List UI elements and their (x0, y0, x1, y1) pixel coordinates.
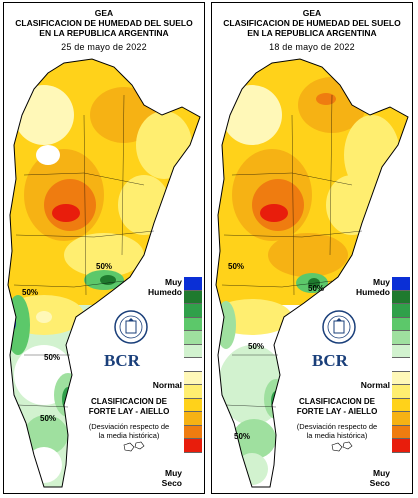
panel-date: 25 de mayo de 2022 (61, 42, 147, 52)
legend-swatch (184, 344, 202, 358)
legend-swatch (184, 304, 202, 318)
legend-swatch (392, 290, 410, 304)
legend-swatch (184, 425, 202, 439)
contour-label: 50% (40, 414, 56, 423)
legend-swatch (184, 358, 202, 372)
legend-swatch (184, 398, 202, 412)
legend-swatch (184, 277, 202, 291)
contour-label: 50% (228, 262, 244, 271)
legend-swatch (184, 385, 202, 399)
contour-label: 50% (44, 353, 60, 362)
caption-line1: CLASIFICACION DE (299, 397, 375, 406)
panel-title-org: GEA (94, 8, 114, 18)
legend-top-label: Muy Humedo (148, 277, 182, 297)
panel-date: 18 de mayo de 2022 (269, 42, 355, 52)
legend-swatch (392, 412, 410, 426)
panel-subtitle: EN LA REPUBLICA ARGENTINA (247, 28, 377, 38)
caption-line4: la media histórica) (98, 431, 160, 440)
legend-swatch (184, 317, 202, 331)
falklands-islands (123, 441, 145, 452)
contour-label: 50% (22, 288, 38, 297)
bcr-seal-icon (322, 310, 356, 344)
bcr-logo: BCR (312, 351, 348, 370)
legend-middle-label: Normal (360, 380, 390, 390)
legend-swatch (184, 331, 202, 345)
legend-bottom-label: Muy Seco (369, 468, 390, 488)
caption-line3: (Desviación respecto de (296, 422, 378, 431)
legend-middle-label: Normal (152, 380, 182, 390)
contour-label: 50% (248, 342, 264, 351)
legend-swatch (392, 277, 410, 291)
legend-swatch (392, 425, 410, 439)
caption-line3: (Desviación respecto de (88, 422, 170, 431)
legend-swatch (392, 304, 410, 318)
falklands-islands (331, 441, 353, 452)
panel-subtitle: EN LA REPUBLICA ARGENTINA (39, 28, 169, 38)
legend-swatch (184, 439, 202, 453)
legend-color-scale (392, 277, 410, 453)
panel-title: CLASIFICACION DE HUMEDAD DEL SUELO (223, 18, 401, 28)
legend-swatch (184, 371, 202, 385)
legend-swatch (392, 344, 410, 358)
legend-swatch (184, 412, 202, 426)
legend-swatch (392, 371, 410, 385)
contour-label: 50% (308, 284, 324, 293)
contour-label: 50% (96, 262, 112, 271)
panel-title: CLASIFICACION DE HUMEDAD DEL SUELO (15, 18, 193, 28)
caption-line4: la media histórica) (306, 431, 368, 440)
bcr-seal-icon (114, 310, 148, 344)
legend-swatch (392, 317, 410, 331)
argentina-map: 50% 50% 50% 50% (215, 58, 409, 488)
contour-label: 50% (234, 432, 250, 441)
map-panel-25-may: GEA CLASIFICACION DE HUMEDAD DEL SUELO E… (3, 2, 205, 494)
legend-swatch (392, 331, 410, 345)
bcr-logo: BCR (104, 351, 140, 370)
panel-title-org: GEA (302, 8, 322, 18)
legend-swatch (392, 358, 410, 372)
legend-swatch (392, 439, 410, 453)
legend-swatch (184, 290, 202, 304)
caption-line1: CLASIFICACION DE (91, 397, 167, 406)
caption-line2: FORTE LAY - AIELLO (88, 407, 170, 416)
legend-swatch (392, 398, 410, 412)
legend-bottom-label: Muy Seco (161, 468, 182, 488)
legend-color-scale (184, 277, 202, 453)
legend-top-label: Muy Humedo (356, 277, 390, 297)
map-panel-18-may: GEA CLASIFICACION DE HUMEDAD DEL SUELO E… (211, 2, 413, 494)
caption-line2: FORTE LAY - AIELLO (296, 407, 378, 416)
argentina-map: 50% 50% 50% 50% (7, 58, 201, 488)
legend-swatch (392, 385, 410, 399)
